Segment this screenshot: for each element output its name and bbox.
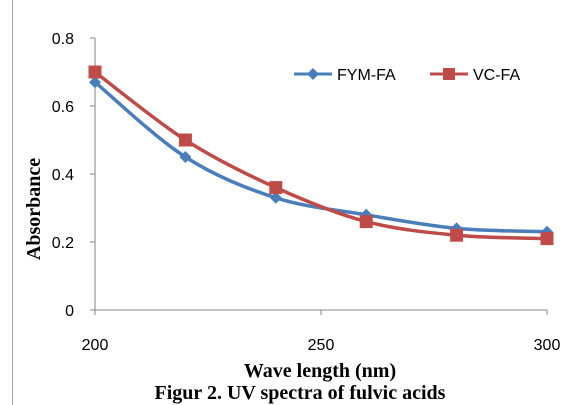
data-point-fym-fa bbox=[89, 76, 101, 89]
x-tick-label: 300 bbox=[534, 337, 561, 354]
data-point-vc-fa bbox=[450, 228, 464, 242]
x-axis-ticks: 200 250 300 bbox=[82, 310, 561, 354]
data-point-vc-fa bbox=[178, 133, 192, 147]
legend-label-fym-fa: FYM-FA bbox=[337, 67, 396, 84]
y-tick-label: 0 bbox=[65, 303, 74, 320]
x-axis-title: Wave length (nm) bbox=[244, 360, 396, 382]
series-lines bbox=[93, 70, 548, 241]
data-point-vc-fa bbox=[540, 232, 554, 246]
y-tick-label: 0.2 bbox=[52, 235, 74, 252]
legend-label-vc-fa: VC-FA bbox=[473, 67, 520, 84]
y-tick-label: 0.4 bbox=[52, 167, 74, 184]
y-axis-ticks: 0 0.2 0.4 0.6 0.8 bbox=[52, 31, 95, 320]
figure-caption: Figur 2. UV spectra of fulvic acids bbox=[155, 382, 446, 404]
y-tick-label: 0.6 bbox=[52, 99, 74, 116]
y-tick-label: 0.8 bbox=[52, 31, 74, 48]
legend-marker-square bbox=[443, 68, 455, 80]
legend-item-vc-fa: VC-FA bbox=[430, 67, 520, 84]
y-axis-title: Absorbance bbox=[23, 158, 45, 260]
legend-marker-diamond bbox=[307, 68, 319, 80]
x-tick-label: 200 bbox=[82, 337, 109, 354]
data-point-fym-fa bbox=[269, 191, 282, 204]
legend: FYM-FA VC-FA bbox=[294, 67, 520, 84]
legend-item-fym-fa: FYM-FA bbox=[294, 67, 396, 84]
data-point-vc-fa bbox=[359, 215, 373, 229]
data-point-fym-fa bbox=[179, 151, 192, 163]
x-tick-label: 250 bbox=[308, 337, 335, 354]
series-markers bbox=[88, 65, 554, 246]
data-point-vc-fa bbox=[88, 65, 102, 79]
series-line-fym-fa bbox=[93, 80, 548, 234]
series-line-vc-fa bbox=[93, 70, 548, 241]
data-point-vc-fa bbox=[269, 181, 283, 195]
